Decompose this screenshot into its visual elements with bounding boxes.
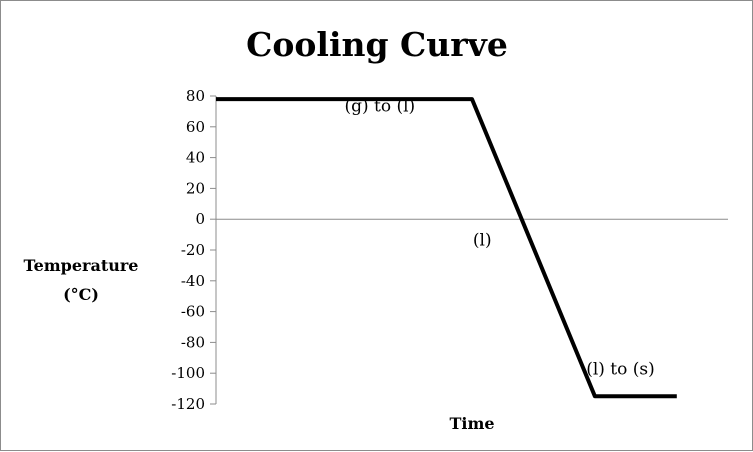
y-tick-label: -20 (181, 241, 205, 259)
y-tick-labels: 80 60 40 20 0 -20 -40 -60 -80 -100 -120 (171, 87, 205, 413)
series-layer (216, 97, 677, 399)
y-tick-label: 60 (186, 118, 205, 136)
x-axis-label: Time (449, 414, 494, 433)
phase-annotation: (g) to (l) (344, 96, 415, 116)
y-tick-label: 0 (195, 210, 205, 228)
y-axis (210, 95, 217, 405)
y-tick-label: -60 (181, 303, 205, 321)
y-tick-label: -80 (181, 333, 205, 351)
y-tick-label: 40 (186, 149, 205, 167)
y-tick-label: -40 (181, 272, 205, 290)
y-axis-label-line-1: Temperature (24, 256, 139, 275)
series-line-1 (216, 97, 677, 399)
phase-annotation: (l) to (s) (586, 360, 655, 380)
y-tick-label: 20 (186, 179, 205, 197)
y-tick-label: -120 (171, 395, 205, 413)
annotation-layer: (g) to (l) (l) (l) to (s) (344, 96, 654, 379)
chart-title: Cooling Curve (246, 25, 508, 64)
y-tick-label: -100 (171, 364, 205, 382)
phase-annotation: (l) (473, 230, 492, 250)
y-axis-label-line-2: (°C) (63, 285, 99, 304)
y-tick-label: 80 (186, 87, 205, 105)
